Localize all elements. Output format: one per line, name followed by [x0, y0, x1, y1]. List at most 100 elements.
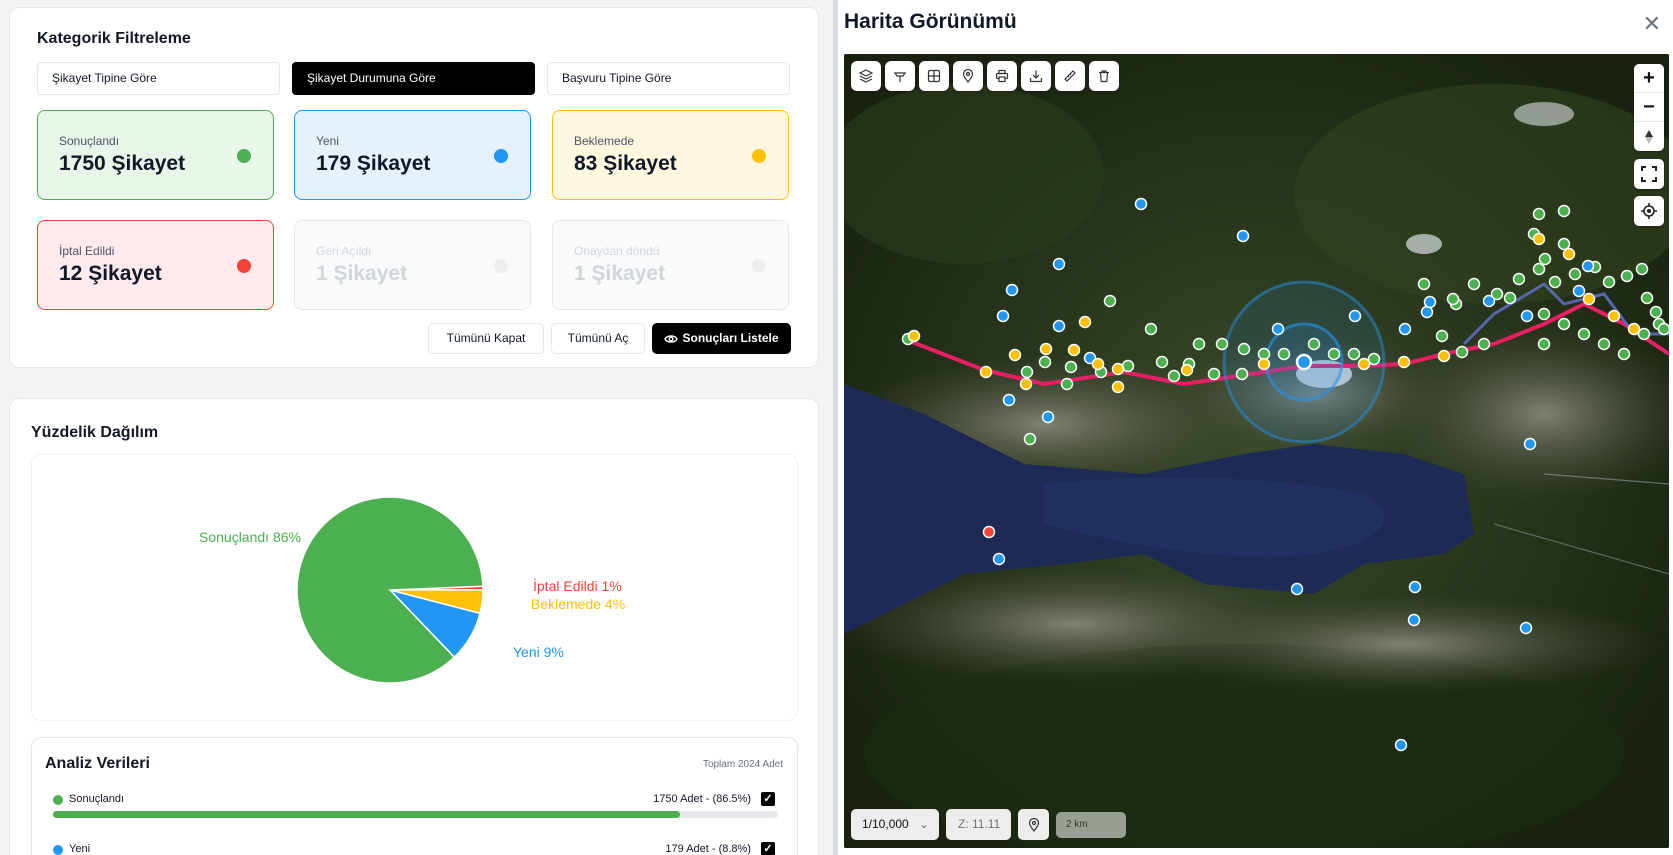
map-marker[interactable] [1019, 377, 1033, 391]
map-marker[interactable] [1408, 580, 1422, 594]
map-marker[interactable] [982, 525, 996, 539]
compass-icon[interactable] [1634, 122, 1664, 151]
map-marker[interactable] [1568, 267, 1582, 281]
map-marker[interactable] [1091, 357, 1105, 371]
ruler-icon[interactable] [1055, 61, 1085, 91]
map-marker[interactable] [1649, 305, 1663, 319]
map-marker[interactable] [1111, 380, 1125, 394]
map-marker[interactable] [1041, 410, 1055, 424]
map-marker[interactable] [1520, 309, 1534, 323]
zoom-in-button[interactable]: + [1634, 64, 1664, 93]
map-marker[interactable] [1548, 275, 1562, 289]
map-marker[interactable] [1192, 337, 1206, 351]
satellite-map[interactable] [844, 54, 1669, 848]
map-marker[interactable] [1144, 322, 1158, 336]
stat-card-new[interactable]: Yeni 179 Şikayet [294, 110, 531, 200]
map-marker[interactable] [1446, 292, 1460, 306]
map-marker[interactable] [1572, 284, 1586, 298]
map-marker[interactable] [1557, 204, 1571, 218]
map-marker[interactable] [1067, 343, 1081, 357]
map-marker[interactable] [907, 329, 921, 343]
map-marker[interactable] [1581, 259, 1595, 273]
map-marker[interactable] [1397, 355, 1411, 369]
map-marker[interactable] [1582, 292, 1596, 306]
map-marker[interactable] [1503, 291, 1517, 305]
map-marker[interactable] [1519, 621, 1533, 635]
map-marker[interactable] [1348, 309, 1362, 323]
trash-icon[interactable] [1089, 61, 1119, 91]
map-marker[interactable] [1207, 367, 1221, 381]
stat-card-returned-from-approval[interactable]: Onaydan döndü 1 Şikayet [552, 220, 789, 310]
print-icon[interactable] [987, 61, 1017, 91]
stat-card-cancelled[interactable]: İptal Edildi 12 Şikayet [37, 220, 274, 310]
stat-card-resolved[interactable]: Sonuçlandı 1750 Şikayet [37, 110, 274, 200]
map-marker[interactable] [1635, 262, 1649, 276]
map-marker[interactable] [1490, 287, 1504, 301]
download-icon[interactable] [1021, 61, 1051, 91]
list-results-button[interactable]: Sonuçları Listele [652, 323, 791, 354]
map-marker[interactable] [1060, 377, 1074, 391]
map-marker[interactable] [1523, 437, 1537, 451]
map-marker[interactable] [1417, 277, 1431, 291]
map-marker[interactable] [1455, 345, 1469, 359]
pie-slice[interactable] [296, 496, 484, 684]
map-marker[interactable] [1237, 342, 1251, 356]
map-marker[interactable] [1277, 347, 1291, 361]
zoom-out-button[interactable]: − [1634, 93, 1664, 122]
map-marker[interactable] [1423, 295, 1437, 309]
pin-flag-icon[interactable] [885, 61, 915, 91]
map-marker[interactable] [1257, 357, 1271, 371]
map-marker[interactable] [1532, 207, 1546, 221]
map-marker[interactable] [1577, 327, 1591, 341]
map-marker[interactable] [1482, 294, 1496, 308]
map-marker[interactable] [996, 309, 1010, 323]
map-marker[interactable] [1512, 272, 1526, 286]
map-marker[interactable] [1532, 232, 1546, 246]
map-marker[interactable] [1155, 355, 1169, 369]
map-marker[interactable] [1602, 275, 1616, 289]
close-icon[interactable]: ✕ [1642, 11, 1661, 36]
map-marker[interactable] [1477, 337, 1491, 351]
map-marker[interactable] [1008, 348, 1022, 362]
map-marker[interactable] [1020, 365, 1034, 379]
map-marker[interactable] [1052, 319, 1066, 333]
map-marker[interactable] [1290, 582, 1304, 596]
map-marker[interactable] [1005, 283, 1019, 297]
map-marker[interactable] [1532, 262, 1546, 276]
grid-icon[interactable] [919, 61, 949, 91]
map-marker[interactable] [1271, 322, 1285, 336]
row-checkbox[interactable]: ✓ [761, 792, 775, 806]
location-pin-icon[interactable] [953, 61, 983, 91]
map-marker[interactable] [1307, 337, 1321, 351]
map-marker[interactable] [1134, 197, 1148, 211]
map-marker[interactable] [1327, 347, 1341, 361]
map-marker[interactable] [1657, 322, 1670, 336]
map-marker[interactable] [1467, 277, 1481, 291]
map-marker[interactable] [1537, 307, 1551, 321]
map-marker[interactable] [1064, 360, 1078, 374]
map-marker[interactable] [1038, 355, 1052, 369]
map-marker[interactable] [1052, 257, 1066, 271]
scale-select[interactable]: 1/10,000 ⌄ [851, 809, 939, 840]
map-marker[interactable] [1347, 347, 1361, 361]
row-checkbox[interactable]: ✓ [761, 842, 775, 855]
open-all-button[interactable]: Tümünü Aç [551, 323, 645, 354]
map-marker[interactable] [1637, 327, 1651, 341]
map-marker[interactable] [1617, 347, 1631, 361]
map-marker[interactable] [1640, 291, 1654, 305]
map-marker[interactable] [1078, 315, 1092, 329]
close-all-button[interactable]: Tümünü Kapat [428, 323, 544, 354]
map-marker[interactable] [1180, 363, 1194, 377]
map-marker[interactable] [1627, 322, 1641, 336]
map-marker[interactable] [1437, 349, 1451, 363]
panel-resize-handle[interactable] [833, 0, 838, 855]
map-marker[interactable] [1620, 269, 1634, 283]
map-marker[interactable] [1111, 362, 1125, 376]
map-marker[interactable] [1002, 393, 1016, 407]
map-pin-button[interactable] [1018, 809, 1049, 840]
map-marker[interactable] [1557, 317, 1571, 331]
tab-complaint-type[interactable]: Şikayet Tipine Göre [37, 62, 280, 95]
map-marker[interactable] [1236, 229, 1250, 243]
map-marker[interactable] [1407, 613, 1421, 627]
map-marker[interactable] [1398, 322, 1412, 336]
